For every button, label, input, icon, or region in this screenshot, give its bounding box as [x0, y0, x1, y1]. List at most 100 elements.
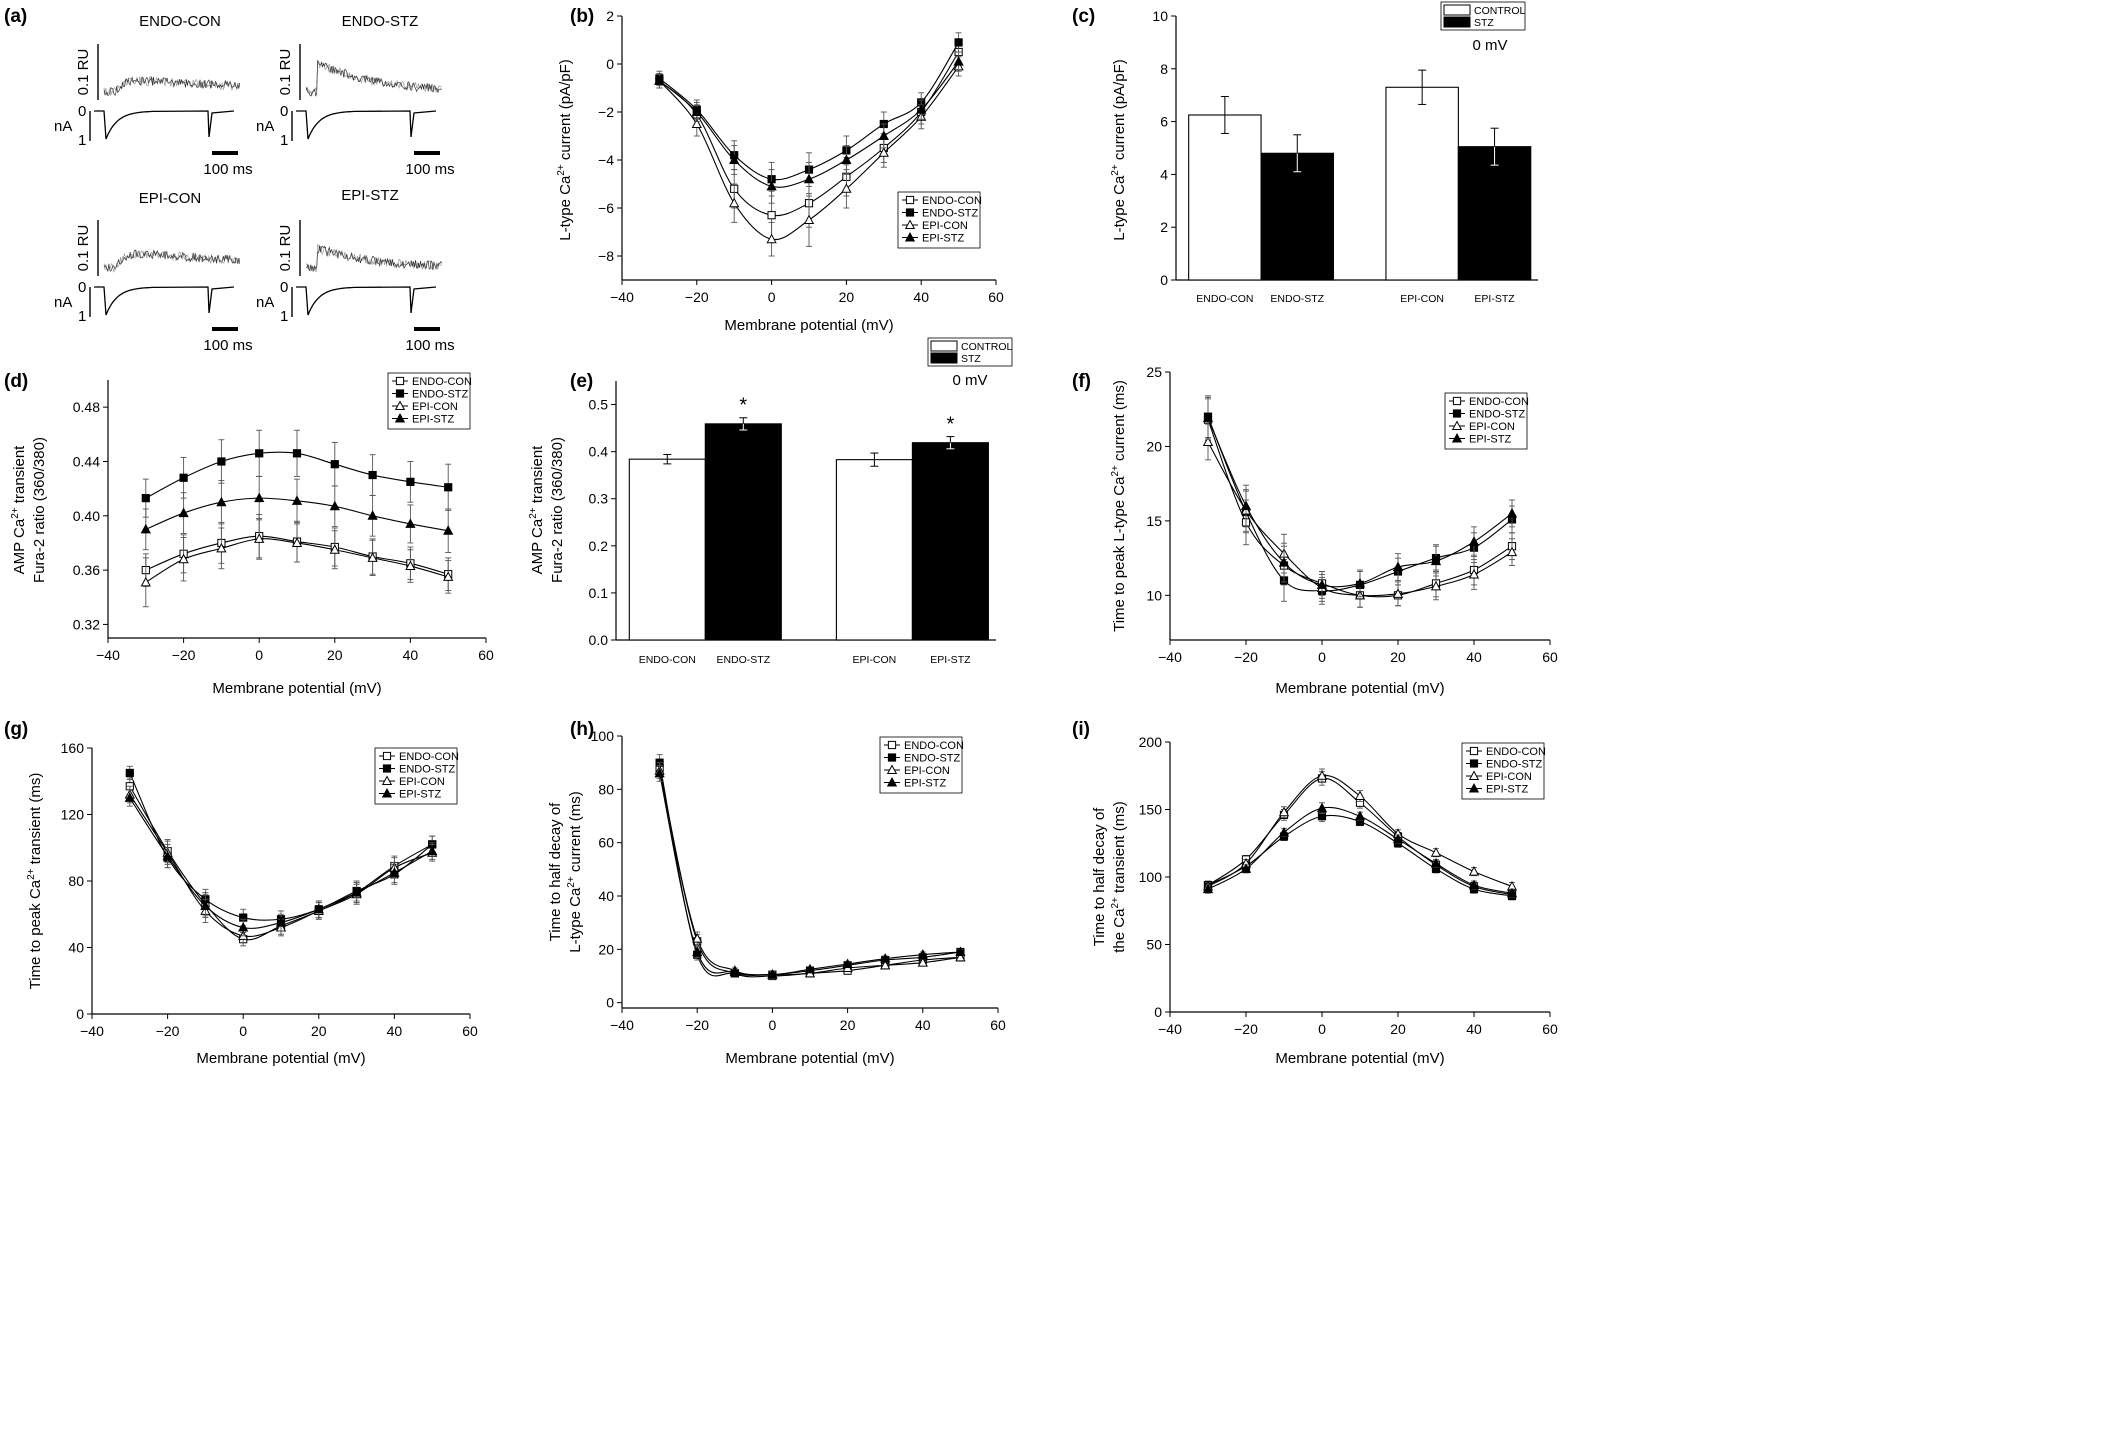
legend-label: ENDO-STZ [399, 764, 456, 776]
legend-stz-label: STZ [961, 353, 981, 365]
data-point [917, 957, 928, 967]
y-tick-label: 40 [598, 888, 614, 904]
data-point [124, 792, 135, 802]
legend-marker [905, 195, 915, 205]
legend-marker [394, 400, 406, 410]
x-tick-label: −20 [156, 1023, 180, 1039]
data-point [292, 449, 302, 458]
legend-marker [904, 231, 916, 242]
data-point [1430, 555, 1442, 566]
data-point [878, 147, 889, 157]
y-tick-label: 0.2 [589, 538, 609, 554]
panel-letter: (d) [4, 371, 28, 392]
legend-label: ENDO-STZ [1469, 409, 1526, 421]
data-point [1240, 500, 1252, 510]
data-point [125, 768, 134, 778]
data-point [916, 104, 927, 114]
bar-epi-stz [1457, 146, 1532, 281]
ylabel-superscript: 2+ [26, 868, 37, 880]
y-tick-label: 0.48 [73, 399, 100, 415]
panel-letter: (i) [1072, 719, 1090, 740]
category-label: EPI-STZ [1474, 293, 1515, 305]
y-axis-label: Time to half decay of [1091, 807, 1108, 947]
current-zero-label: 0 [78, 279, 86, 296]
current-unit-label: nA [256, 118, 274, 135]
y-tick-label: 25 [1146, 364, 1162, 380]
data-point [841, 154, 852, 164]
series-epi-stz [1202, 802, 1518, 898]
y-axis-label: L-type Ca2+ current (pA/pF) [556, 59, 574, 240]
ylabel-superscript: 2+ [566, 876, 577, 888]
data-point [178, 553, 189, 564]
category-label: EPI-STZ [930, 654, 971, 666]
x-tick-label: −20 [1234, 649, 1258, 665]
ylabel-part: Time to peak Ca [27, 879, 44, 989]
legend-label: ENDO-CON [399, 751, 459, 763]
current-trace [296, 286, 437, 316]
x-tick-label: 0 [239, 1023, 247, 1039]
ylabel-part: Time to peak L-type Ca [1111, 476, 1128, 632]
panel-a: (a) ENDO-CON 0.1 RU 0 nA 1 100 ms ENDO-STZ 0.1 R… [4, 6, 455, 354]
voltage-label: 0 mV [1472, 37, 1507, 54]
y-tick-label: 150 [1139, 802, 1163, 818]
data-point [880, 959, 891, 970]
trace-epi-stz: EPI-STZ 0.1 RU 0 nA 1 100 ms [256, 187, 455, 354]
ylabel-part: current (ms) [567, 791, 584, 876]
y-tick-label: 4 [1160, 166, 1168, 182]
data-point [766, 233, 777, 244]
y-axis-label: Time to peak L-type Ca2+ current (ms) [1110, 380, 1128, 632]
data-point [729, 197, 740, 208]
data-point [1468, 879, 1480, 890]
y-tick-label: −2 [598, 104, 614, 120]
x-axis-label: Membrane potential (mV) [724, 317, 893, 334]
y-tick-label: 0.44 [73, 453, 100, 469]
series-line [659, 770, 961, 976]
data-point [1316, 579, 1328, 589]
x-tick-label: 40 [1466, 649, 1482, 665]
x-tick-label: 20 [1390, 649, 1406, 665]
data-point [1316, 802, 1328, 813]
x-tick-label: −20 [685, 1017, 709, 1033]
x-axis-label: Membrane potential (mV) [725, 1050, 894, 1067]
legend-stz-label: STZ [1474, 17, 1494, 29]
legend-label: ENDO-STZ [1486, 759, 1543, 771]
data-point [1202, 436, 1214, 446]
legend-control-swatch [1443, 4, 1471, 16]
current-one-label: 1 [280, 308, 288, 325]
legend-marker [886, 764, 898, 774]
y-tick-label: 20 [598, 941, 614, 957]
y-axis-label-line2: Fura-2 ratio (360/380) [31, 437, 48, 583]
ylabel-part: L-type Ca [1111, 175, 1128, 241]
legend-marker [1469, 759, 1479, 768]
data-point [200, 900, 211, 910]
legend-marker [394, 412, 406, 423]
data-point [804, 963, 816, 974]
legend-label: EPI-CON [412, 401, 458, 413]
panel-letter: (e) [570, 371, 593, 392]
y-tick-label: 2 [1160, 219, 1168, 235]
data-point [878, 130, 889, 140]
ylabel-superscript: 2+ [556, 164, 567, 176]
legend-marker [381, 775, 393, 785]
bar-endo-con [628, 458, 706, 641]
trace-endo-con: ENDO-CON 0.1 RU 0 nA 1 100 ms [54, 13, 253, 178]
data-point [140, 576, 151, 587]
legend-marker [904, 219, 916, 229]
current-one-label: 1 [280, 132, 288, 149]
panel-d: (d) 0.32 0.36 0.40 0.44 0.48 −40 −20 0 20 40 60 Memb… [4, 371, 494, 697]
panel-letter: (b) [570, 6, 594, 27]
current-one-label: 1 [78, 308, 86, 325]
legend-label: EPI-STZ [922, 233, 964, 245]
data-point [692, 946, 703, 956]
y-tick-label: 0.36 [73, 562, 100, 578]
ylabel-part: L-type Ca [567, 887, 584, 953]
panel-letter: (f) [1072, 371, 1091, 392]
category-label: ENDO-CON [1196, 293, 1253, 305]
data-point [955, 946, 966, 956]
x-tick-label: 60 [478, 647, 494, 663]
data-point [444, 483, 453, 492]
ylabel-part: transient [11, 445, 28, 508]
trace-title: ENDO-CON [139, 13, 221, 30]
current-zero-label: 0 [78, 103, 86, 120]
panel-g: (g) 0 40 80 120 160 −40 −20 0 20 40 60 Membrane pote… [4, 719, 478, 1067]
